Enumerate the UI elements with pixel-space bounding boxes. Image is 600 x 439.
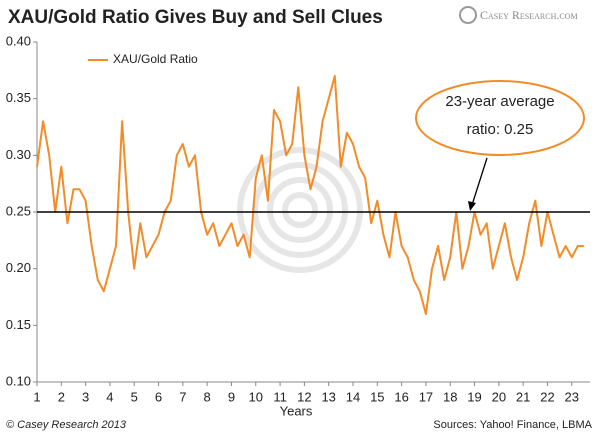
x-tick-label: 11 <box>273 389 287 404</box>
x-tick-label: 13 <box>321 389 335 404</box>
x-tick-label: 1 <box>33 389 40 404</box>
x-tick-label: 18 <box>443 389 457 404</box>
arrow-head <box>468 201 476 211</box>
x-tick-label: 4 <box>106 389 113 404</box>
y-tick-label: 0.15 <box>6 317 31 332</box>
x-tick-label: 10 <box>249 389 263 404</box>
x-tick-label: 7 <box>179 389 186 404</box>
y-tick-label: 0.20 <box>6 260 31 275</box>
x-tick-label: 9 <box>228 389 235 404</box>
annotation: ratio: 0.25 <box>467 121 534 138</box>
y-tick-label: 0.10 <box>6 373 31 388</box>
x-tick-label: 20 <box>492 389 506 404</box>
x-tick-label: 16 <box>394 389 408 404</box>
x-axis-label: Years <box>280 403 313 418</box>
legend-label: XAU/Gold Ratio <box>113 52 198 66</box>
watermark <box>237 147 363 273</box>
x-tick-label: 5 <box>131 389 138 404</box>
source: Sources: Yahoo! Finance, LBMA <box>433 419 592 431</box>
y-tick-label: 0.35 <box>6 90 31 105</box>
y-tick-label: 0.30 <box>6 147 31 162</box>
chart-title: XAU/Gold Ratio Gives Buy and Sell Clues <box>8 7 383 28</box>
x-tick-label: 12 <box>297 389 311 404</box>
y-tick-label: 0.40 <box>6 33 31 48</box>
x-tick-label: 2 <box>58 389 65 404</box>
x-tick-label: 17 <box>419 389 433 404</box>
x-tick-label: 22 <box>540 389 554 404</box>
logo-icon <box>459 6 477 24</box>
x-tick-label: 19 <box>467 389 481 404</box>
x-tick-label: 15 <box>370 389 384 404</box>
y-tick-label: 0.25 <box>6 203 31 218</box>
annotation-bubble <box>415 80 585 156</box>
x-tick-label: 6 <box>155 389 162 404</box>
x-tick-label: 21 <box>516 389 530 404</box>
logo: Casey Research.com <box>480 8 578 22</box>
credit: © Casey Research 2013 <box>6 419 127 431</box>
x-tick-label: 3 <box>82 389 89 404</box>
x-tick-label: 14 <box>346 389 360 404</box>
x-tick-label: 8 <box>204 389 211 404</box>
annotation: 23-year average <box>445 93 554 110</box>
x-tick-label: 23 <box>565 389 579 404</box>
annotation-arrow <box>471 157 488 206</box>
